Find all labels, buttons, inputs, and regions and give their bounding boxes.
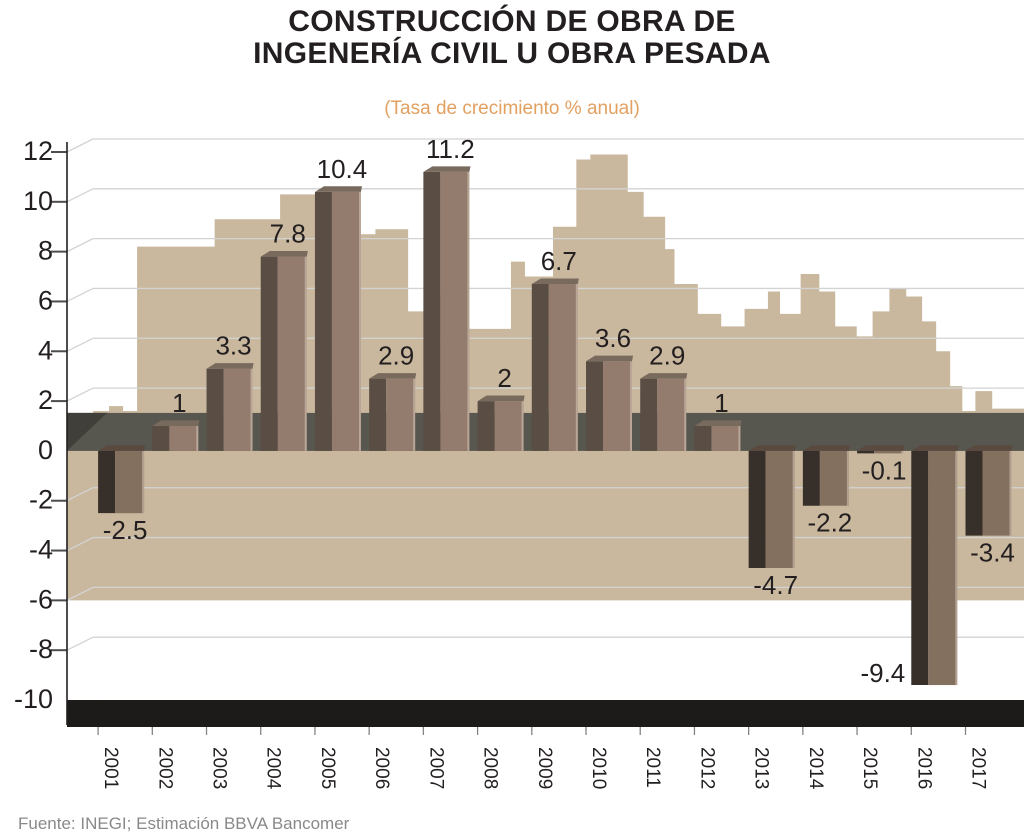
svg-text:2012: 2012 (696, 747, 717, 789)
svg-text:1: 1 (172, 388, 186, 418)
svg-text:3.3: 3.3 (215, 331, 251, 361)
svg-text:10.4: 10.4 (317, 154, 368, 184)
svg-text:6.7: 6.7 (541, 246, 577, 276)
svg-text:2008: 2008 (480, 747, 501, 789)
svg-text:2016: 2016 (913, 747, 934, 789)
svg-text:-3.4: -3.4 (970, 538, 1015, 568)
svg-text:2010: 2010 (588, 747, 609, 789)
svg-text:2001: 2001 (100, 747, 121, 789)
svg-text:2.9: 2.9 (378, 341, 414, 371)
svg-text:12: 12 (23, 136, 53, 166)
svg-text:2007: 2007 (425, 747, 446, 789)
svg-text:2: 2 (38, 385, 53, 415)
svg-text:7.8: 7.8 (270, 219, 306, 249)
svg-text:4: 4 (38, 335, 53, 365)
svg-text:-8: -8 (29, 634, 53, 664)
svg-text:-4: -4 (29, 535, 53, 565)
svg-text:2.9: 2.9 (649, 341, 685, 371)
svg-text:-10: -10 (14, 684, 53, 714)
svg-text:2013: 2013 (751, 747, 772, 789)
svg-text:11.2: 11.2 (426, 134, 475, 164)
svg-text:2009: 2009 (534, 747, 555, 789)
svg-text:2006: 2006 (371, 747, 392, 789)
svg-text:2: 2 (497, 363, 511, 393)
svg-text:2015: 2015 (859, 747, 880, 789)
svg-text:1: 1 (714, 388, 728, 418)
svg-text:3.6: 3.6 (595, 323, 631, 353)
svg-text:-2.5: -2.5 (103, 515, 148, 545)
svg-text:2003: 2003 (209, 747, 230, 789)
svg-text:2002: 2002 (154, 747, 175, 789)
svg-text:-2: -2 (29, 485, 53, 515)
svg-text:0: 0 (38, 435, 53, 465)
svg-text:-4.7: -4.7 (753, 570, 798, 600)
svg-text:2004: 2004 (263, 747, 284, 790)
svg-text:2014: 2014 (805, 747, 826, 790)
svg-text:-6: -6 (29, 584, 53, 614)
svg-text:2017: 2017 (968, 747, 989, 789)
svg-text:2005: 2005 (317, 747, 338, 789)
svg-text:2011: 2011 (642, 747, 663, 788)
svg-text:10: 10 (23, 186, 53, 216)
svg-text:8: 8 (38, 236, 53, 266)
svg-text:6: 6 (38, 285, 53, 315)
svg-text:-0.1: -0.1 (862, 455, 907, 485)
svg-text:-2.2: -2.2 (807, 508, 852, 538)
svg-text:-9.4: -9.4 (860, 658, 905, 688)
